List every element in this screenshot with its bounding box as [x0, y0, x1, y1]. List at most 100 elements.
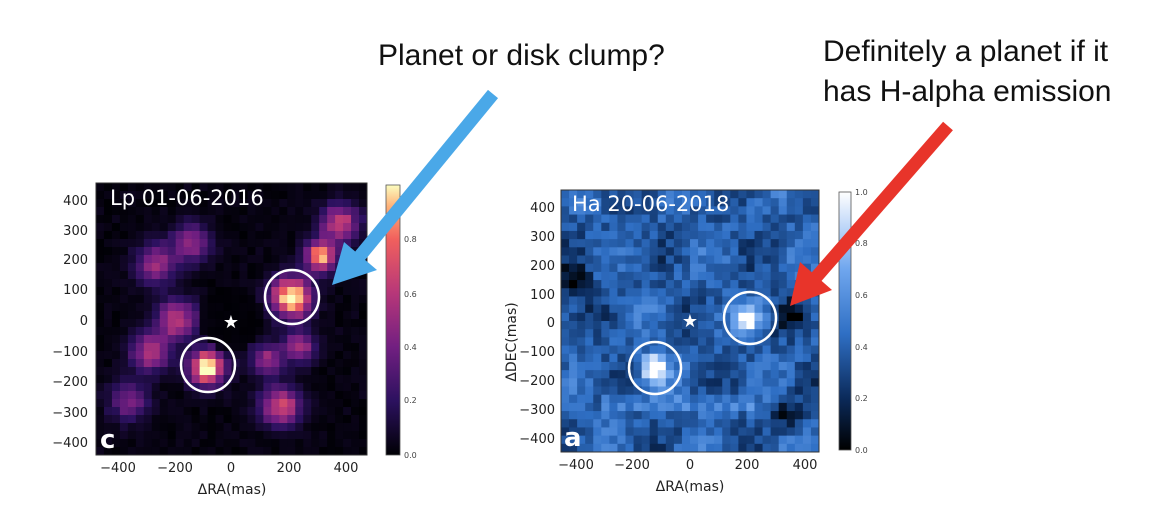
heatmap-cell [738, 239, 748, 248]
heatmap-cell [311, 383, 320, 392]
heatmap-cell [311, 295, 320, 304]
heatmap-cell [770, 411, 780, 420]
heatmap-cell [143, 335, 153, 344]
heatmap-cell [585, 263, 594, 273]
heatmap-cell [738, 296, 748, 306]
heatmap-cell [231, 399, 241, 408]
heatmap-cell [738, 206, 748, 216]
heatmap-cell [167, 431, 177, 440]
heatmap-cell [714, 394, 723, 404]
heatmap-cell [135, 231, 145, 240]
heatmap-cell [143, 207, 153, 216]
heatmap-cell [754, 271, 764, 281]
heatmap-cell [625, 198, 635, 207]
heatmap-cell [802, 214, 812, 224]
heatmap-cell [111, 311, 121, 320]
heatmap-cell [585, 345, 594, 355]
heatmap-cell [690, 427, 699, 437]
heatmap-cell [255, 199, 264, 208]
heatmap-cell [754, 353, 764, 363]
heatmap-cell [271, 367, 280, 376]
heatmap-cell [673, 230, 683, 240]
heatmap-cell [698, 443, 707, 452]
heatmap-cell [569, 206, 578, 216]
heatmap-cell [738, 312, 748, 322]
heatmap-cell [247, 191, 257, 200]
heatmap-cell [577, 443, 586, 452]
heatmap-cell [794, 239, 804, 248]
heatmap-cell [601, 296, 610, 306]
heatmap-cell [810, 370, 819, 379]
heatmap-cell [215, 231, 225, 240]
heatmap-cell [327, 183, 336, 192]
heatmap-cell [698, 361, 707, 371]
heatmap-cell [746, 239, 756, 248]
heatmap-cell [191, 295, 201, 304]
heatmap-cell [657, 271, 667, 281]
heatmap-cell [343, 287, 352, 296]
heatmap-ha [561, 190, 819, 452]
heatmap-cell [722, 337, 731, 347]
y-tick: −100 [52, 345, 88, 360]
heatmap-cell [625, 402, 635, 412]
heatmap-cell [127, 279, 137, 288]
heatmap-cell [319, 191, 328, 200]
heatmap-cell [810, 247, 819, 257]
heatmap-cell [143, 183, 153, 192]
heatmap-cell [119, 343, 129, 352]
heatmap-cell [327, 255, 336, 264]
heatmap-cell [239, 407, 249, 416]
heatmap-cell [673, 271, 683, 281]
heatmap-cell [609, 206, 619, 216]
heatmap-cell [633, 222, 643, 232]
heatmap-cell [199, 183, 209, 192]
heatmap-cell [561, 370, 570, 379]
heatmap-cell [746, 190, 756, 199]
heatmap-cell [714, 321, 723, 330]
heatmap-cell [127, 367, 137, 376]
heatmap-cell [111, 199, 121, 208]
heatmap-cell [287, 231, 296, 240]
heatmap-cell [617, 190, 627, 199]
heatmap-cell [151, 223, 161, 232]
heatmap-cell [706, 247, 715, 257]
heatmap-cell [287, 199, 296, 208]
heatmap-cell [223, 207, 233, 216]
heatmap-cell [770, 353, 780, 363]
heatmap-cell [247, 199, 257, 208]
heatmap-cell [770, 394, 780, 404]
heatmap-cell [239, 335, 249, 344]
heatmap-cell [625, 321, 635, 330]
heatmap-cell [303, 199, 312, 208]
heatmap-cell [698, 435, 707, 445]
heatmap-cell [673, 329, 683, 338]
heatmap-cell [609, 222, 619, 232]
heatmap-cell [271, 343, 280, 352]
heatmap-cell [754, 263, 764, 273]
heatmap-cell [223, 391, 233, 400]
heatmap-cell [135, 375, 145, 384]
heatmap-cell [207, 415, 217, 424]
heatmap-cell [135, 263, 145, 272]
heatmap-cell [159, 447, 169, 455]
heatmap-cell [311, 335, 320, 344]
heatmap-cell [794, 427, 804, 437]
heatmap-cell [311, 247, 320, 256]
heatmap-cell [706, 190, 715, 199]
heatmap-cell [151, 199, 161, 208]
heatmap-cell [633, 435, 643, 445]
heatmap-cell [609, 255, 619, 265]
heatmap-cell [673, 263, 683, 273]
heatmap-cell [199, 327, 209, 336]
heatmap-cell [103, 407, 113, 416]
heatmap-cell [698, 370, 707, 379]
heatmap-cell [665, 394, 675, 404]
heatmap-cell [239, 311, 249, 320]
heatmap-cell [625, 288, 635, 298]
heatmap-cell [681, 271, 691, 281]
heatmap-cell [762, 255, 772, 265]
heatmap-cell [151, 319, 161, 328]
heatmap-cell [593, 247, 602, 257]
heatmap-cell [239, 359, 249, 368]
heatmap-cell [681, 321, 691, 330]
